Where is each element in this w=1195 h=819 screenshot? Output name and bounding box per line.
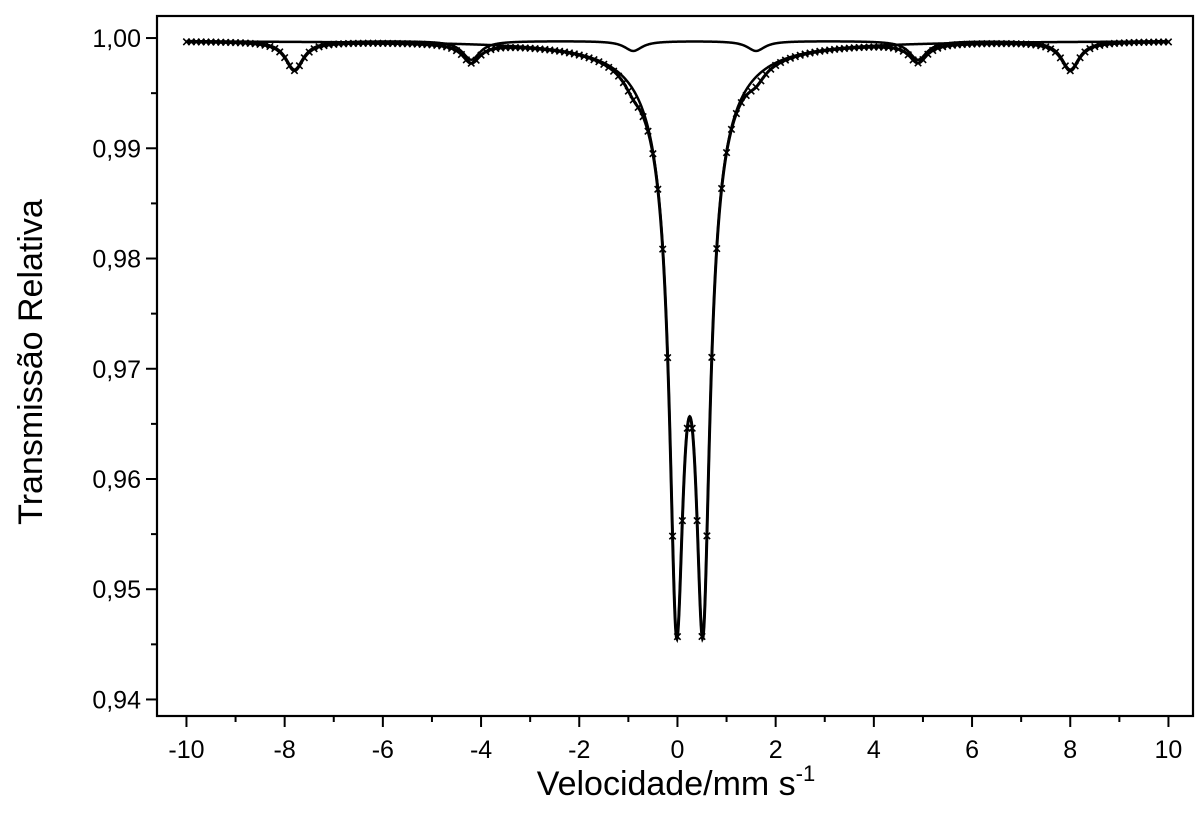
data-point (703, 532, 711, 540)
data-point (757, 77, 765, 85)
data-point (929, 46, 937, 55)
data-point (619, 78, 628, 87)
x-axis: -10 -8 -6 -4 -2 0 2 4 6 8 10 (168, 716, 1182, 764)
data-point (614, 72, 623, 80)
data-point (899, 47, 908, 56)
data-point (658, 245, 667, 253)
data-point (909, 56, 917, 64)
data-point (639, 112, 647, 121)
data-point (668, 532, 677, 540)
data-point (722, 148, 731, 157)
data-point (477, 51, 485, 59)
data-point (663, 353, 672, 362)
data-point (771, 61, 780, 70)
x-tick-label: -2 (568, 736, 590, 764)
data-point (1041, 43, 1050, 51)
data-point (649, 149, 657, 158)
x-tick-label: 0 (671, 736, 685, 764)
fit-curves (186, 39, 1169, 644)
y-tick-label: 0,97 (92, 356, 141, 384)
data-point (482, 47, 490, 56)
x-axis-title-superscript: -1 (796, 761, 816, 786)
data-point (712, 244, 721, 253)
data-point (634, 103, 642, 112)
data-point (914, 59, 922, 67)
data-point (708, 353, 716, 362)
data-point (1056, 54, 1065, 62)
x-tick-label: 4 (867, 736, 881, 764)
data-point (673, 632, 682, 641)
data-points (182, 38, 1173, 641)
data-point (776, 58, 785, 67)
y-axis-title: Transmissão Relativa (12, 199, 50, 525)
data-point (1046, 45, 1055, 53)
data-point (693, 516, 701, 525)
x-tick-label: 8 (1063, 736, 1077, 764)
data-point (447, 44, 456, 53)
data-point (1086, 44, 1094, 53)
data-point (781, 56, 790, 64)
data-point (629, 96, 638, 104)
x-tick-label: -8 (274, 736, 296, 764)
x-tick-label: -10 (168, 736, 204, 764)
data-point (894, 45, 903, 54)
data-point (737, 98, 746, 107)
data-point (595, 58, 603, 66)
data-point (580, 52, 588, 61)
x-tick-label: -6 (372, 736, 394, 764)
doublet-subspectrum-line (186, 40, 1169, 642)
data-point (698, 632, 706, 641)
x-axis-title: Velocidade/mm s-1 (537, 761, 815, 803)
data-point (310, 45, 318, 53)
data-point (786, 54, 795, 62)
y-tick-label: 0,94 (92, 686, 141, 714)
data-point (585, 54, 593, 62)
data-point (717, 184, 726, 193)
y-tick-label: 0,98 (92, 246, 141, 274)
x-tick-label: 6 (965, 736, 979, 764)
x-tick-label: -4 (470, 736, 492, 764)
data-point (462, 56, 471, 64)
x-tick-label: 2 (769, 736, 783, 764)
data-point (600, 60, 608, 69)
data-point (590, 55, 598, 64)
data-point (1071, 62, 1079, 70)
x-axis-title-main: Velocidade/mm s (537, 765, 796, 803)
x-tick-label: 10 (1155, 736, 1183, 764)
data-point (295, 62, 304, 70)
data-point (1164, 38, 1173, 46)
data-point (305, 48, 313, 56)
data-point (280, 53, 289, 62)
y-axis: 0,94 0,95 0,96 0,97 0,98 0,99 1,00 (92, 25, 157, 714)
data-point (644, 127, 652, 135)
y-tick-label: 0,95 (92, 576, 141, 604)
data-point (654, 185, 662, 193)
data-point (688, 424, 696, 433)
data-point (678, 516, 687, 525)
total-fit-line (186, 40, 1169, 644)
data-point (624, 87, 633, 95)
y-tick-label: 1,00 (92, 25, 141, 53)
data-point (732, 109, 741, 118)
data-point (1081, 48, 1089, 56)
y-tick-label: 0,99 (92, 135, 141, 163)
data-point (467, 59, 476, 68)
plot-border (155, 14, 1195, 718)
data-point (271, 44, 279, 53)
plot-frame (155, 14, 1195, 718)
data-point (727, 125, 736, 134)
data-point (752, 83, 760, 91)
data-point (266, 42, 274, 51)
y-tick-label: 0,96 (92, 466, 141, 494)
